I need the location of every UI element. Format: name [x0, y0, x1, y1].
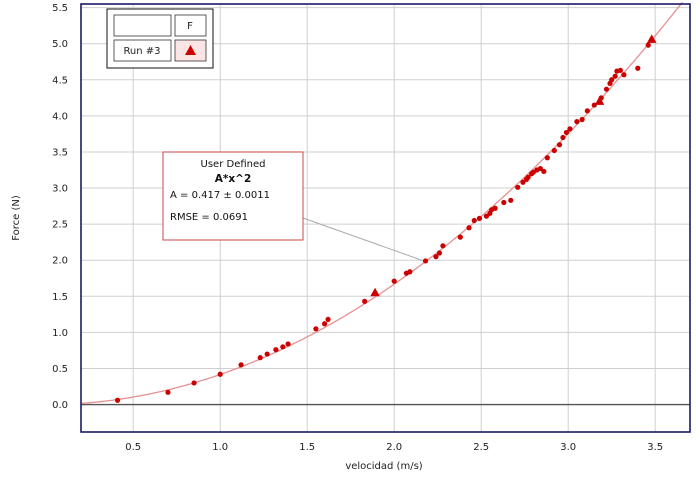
fit-box-parameter: A = 0.417 ± 0.0011 — [170, 190, 270, 201]
data-point — [280, 344, 286, 350]
data-point — [407, 269, 413, 275]
y-tick-label: 3.0 — [52, 184, 68, 195]
x-tick-label: 0.5 — [125, 442, 141, 453]
data-point — [422, 258, 429, 264]
data-point — [471, 217, 477, 224]
data-point — [191, 380, 197, 386]
fit-annotation-box[interactable]: User Defined A*x^2 A = 0.417 ± 0.0011 RM… — [162, 151, 304, 241]
data-point — [525, 174, 531, 180]
x-tick-label: 2.0 — [386, 442, 402, 453]
y-tick-label: 0.5 — [52, 364, 68, 375]
data-point — [257, 355, 263, 361]
data-point — [584, 108, 590, 114]
fit-box-frame — [162, 151, 304, 241]
x-tick-label: 1.5 — [299, 442, 315, 453]
y-tick-label: 4.0 — [52, 111, 68, 122]
data-point — [556, 142, 563, 148]
data-point — [520, 179, 526, 185]
legend-run-label: Run #3 — [123, 46, 160, 57]
data-point — [635, 65, 641, 71]
data-point — [313, 326, 319, 332]
data-point — [165, 389, 171, 395]
x-tick-labels: 0.5 1.0 1.5 2.0 2.5 3.0 3.5 — [125, 442, 663, 453]
data-point — [645, 42, 651, 48]
plot-frame-group — [80, 3, 691, 433]
annotation-leader-group — [302, 217, 426, 263]
y-tick-label: 3.5 — [52, 147, 68, 158]
data-point-triangle — [646, 34, 657, 43]
legend-empty-cell — [113, 14, 172, 37]
data-point — [515, 184, 521, 190]
data-point — [362, 298, 368, 304]
x-axis-title: velocidad (m/s) — [345, 461, 422, 472]
data-point — [501, 199, 507, 206]
data-point — [563, 129, 570, 136]
data-point — [217, 371, 223, 377]
data-point — [617, 67, 624, 74]
fit-leader-line — [302, 217, 426, 263]
y-tick-label: 4.5 — [52, 75, 68, 86]
y-tick-label: 1.5 — [52, 292, 68, 303]
data-point — [621, 72, 627, 78]
data-point — [457, 234, 463, 240]
x-tick-label: 3.0 — [560, 442, 576, 453]
data-point — [433, 254, 439, 260]
data-point — [436, 250, 443, 256]
data-point — [574, 119, 580, 125]
legend-run-cell — [113, 39, 172, 62]
y-tick-label: 0.0 — [52, 400, 68, 411]
data-point — [537, 165, 543, 172]
legend[interactable]: F Run #3 — [106, 8, 214, 69]
data-point — [466, 225, 472, 231]
triangle-icon — [185, 45, 196, 55]
fit-box-equation: A*x^2 — [215, 173, 252, 185]
data-point — [492, 205, 498, 211]
legend-header-label: F — [187, 21, 193, 32]
y-tick-labels: 0.0 0.5 1.0 1.5 2.0 2.5 3.0 3.5 4.0 4.5 5.0 5.5 — [52, 3, 68, 411]
data-point — [544, 155, 550, 161]
fit-box-title: User Defined — [201, 159, 266, 170]
data-point — [609, 77, 615, 83]
data-point — [476, 215, 483, 221]
data-point — [541, 168, 547, 175]
data-point — [603, 86, 610, 92]
data-point — [238, 362, 244, 368]
legend-header-cell — [174, 14, 207, 37]
y-tick-label: 2.0 — [52, 256, 68, 267]
data-point — [579, 116, 585, 123]
data-point — [391, 278, 397, 284]
y-tick-label: 2.5 — [52, 220, 68, 231]
y-tick-label: 5.0 — [52, 39, 68, 50]
fit-box-rmse: RMSE = 0.0691 — [170, 212, 248, 223]
x-tick-label: 1.0 — [212, 442, 228, 453]
gridlines — [81, 4, 690, 432]
data-point — [325, 316, 331, 323]
plot-frame — [80, 3, 691, 433]
y-axis-title: Force (N) — [11, 195, 22, 241]
data-point — [285, 341, 291, 347]
x-tick-label: 3.5 — [647, 442, 663, 453]
data-point — [264, 351, 270, 357]
data-point — [551, 147, 557, 154]
data-points — [114, 34, 657, 403]
data-point — [560, 134, 566, 141]
data-point — [612, 73, 618, 79]
data-point — [273, 347, 279, 353]
data-point-triangle — [594, 96, 605, 105]
data-point — [322, 321, 328, 327]
data-point — [440, 243, 446, 249]
data-point — [567, 126, 573, 132]
y-tick-label: 1.0 — [52, 328, 68, 339]
data-point — [114, 397, 121, 403]
data-point-triangle — [370, 287, 380, 297]
data-point — [483, 213, 490, 219]
y-tick-label: 5.5 — [52, 3, 68, 14]
data-point — [508, 197, 514, 203]
x-tick-label: 2.5 — [473, 442, 489, 453]
